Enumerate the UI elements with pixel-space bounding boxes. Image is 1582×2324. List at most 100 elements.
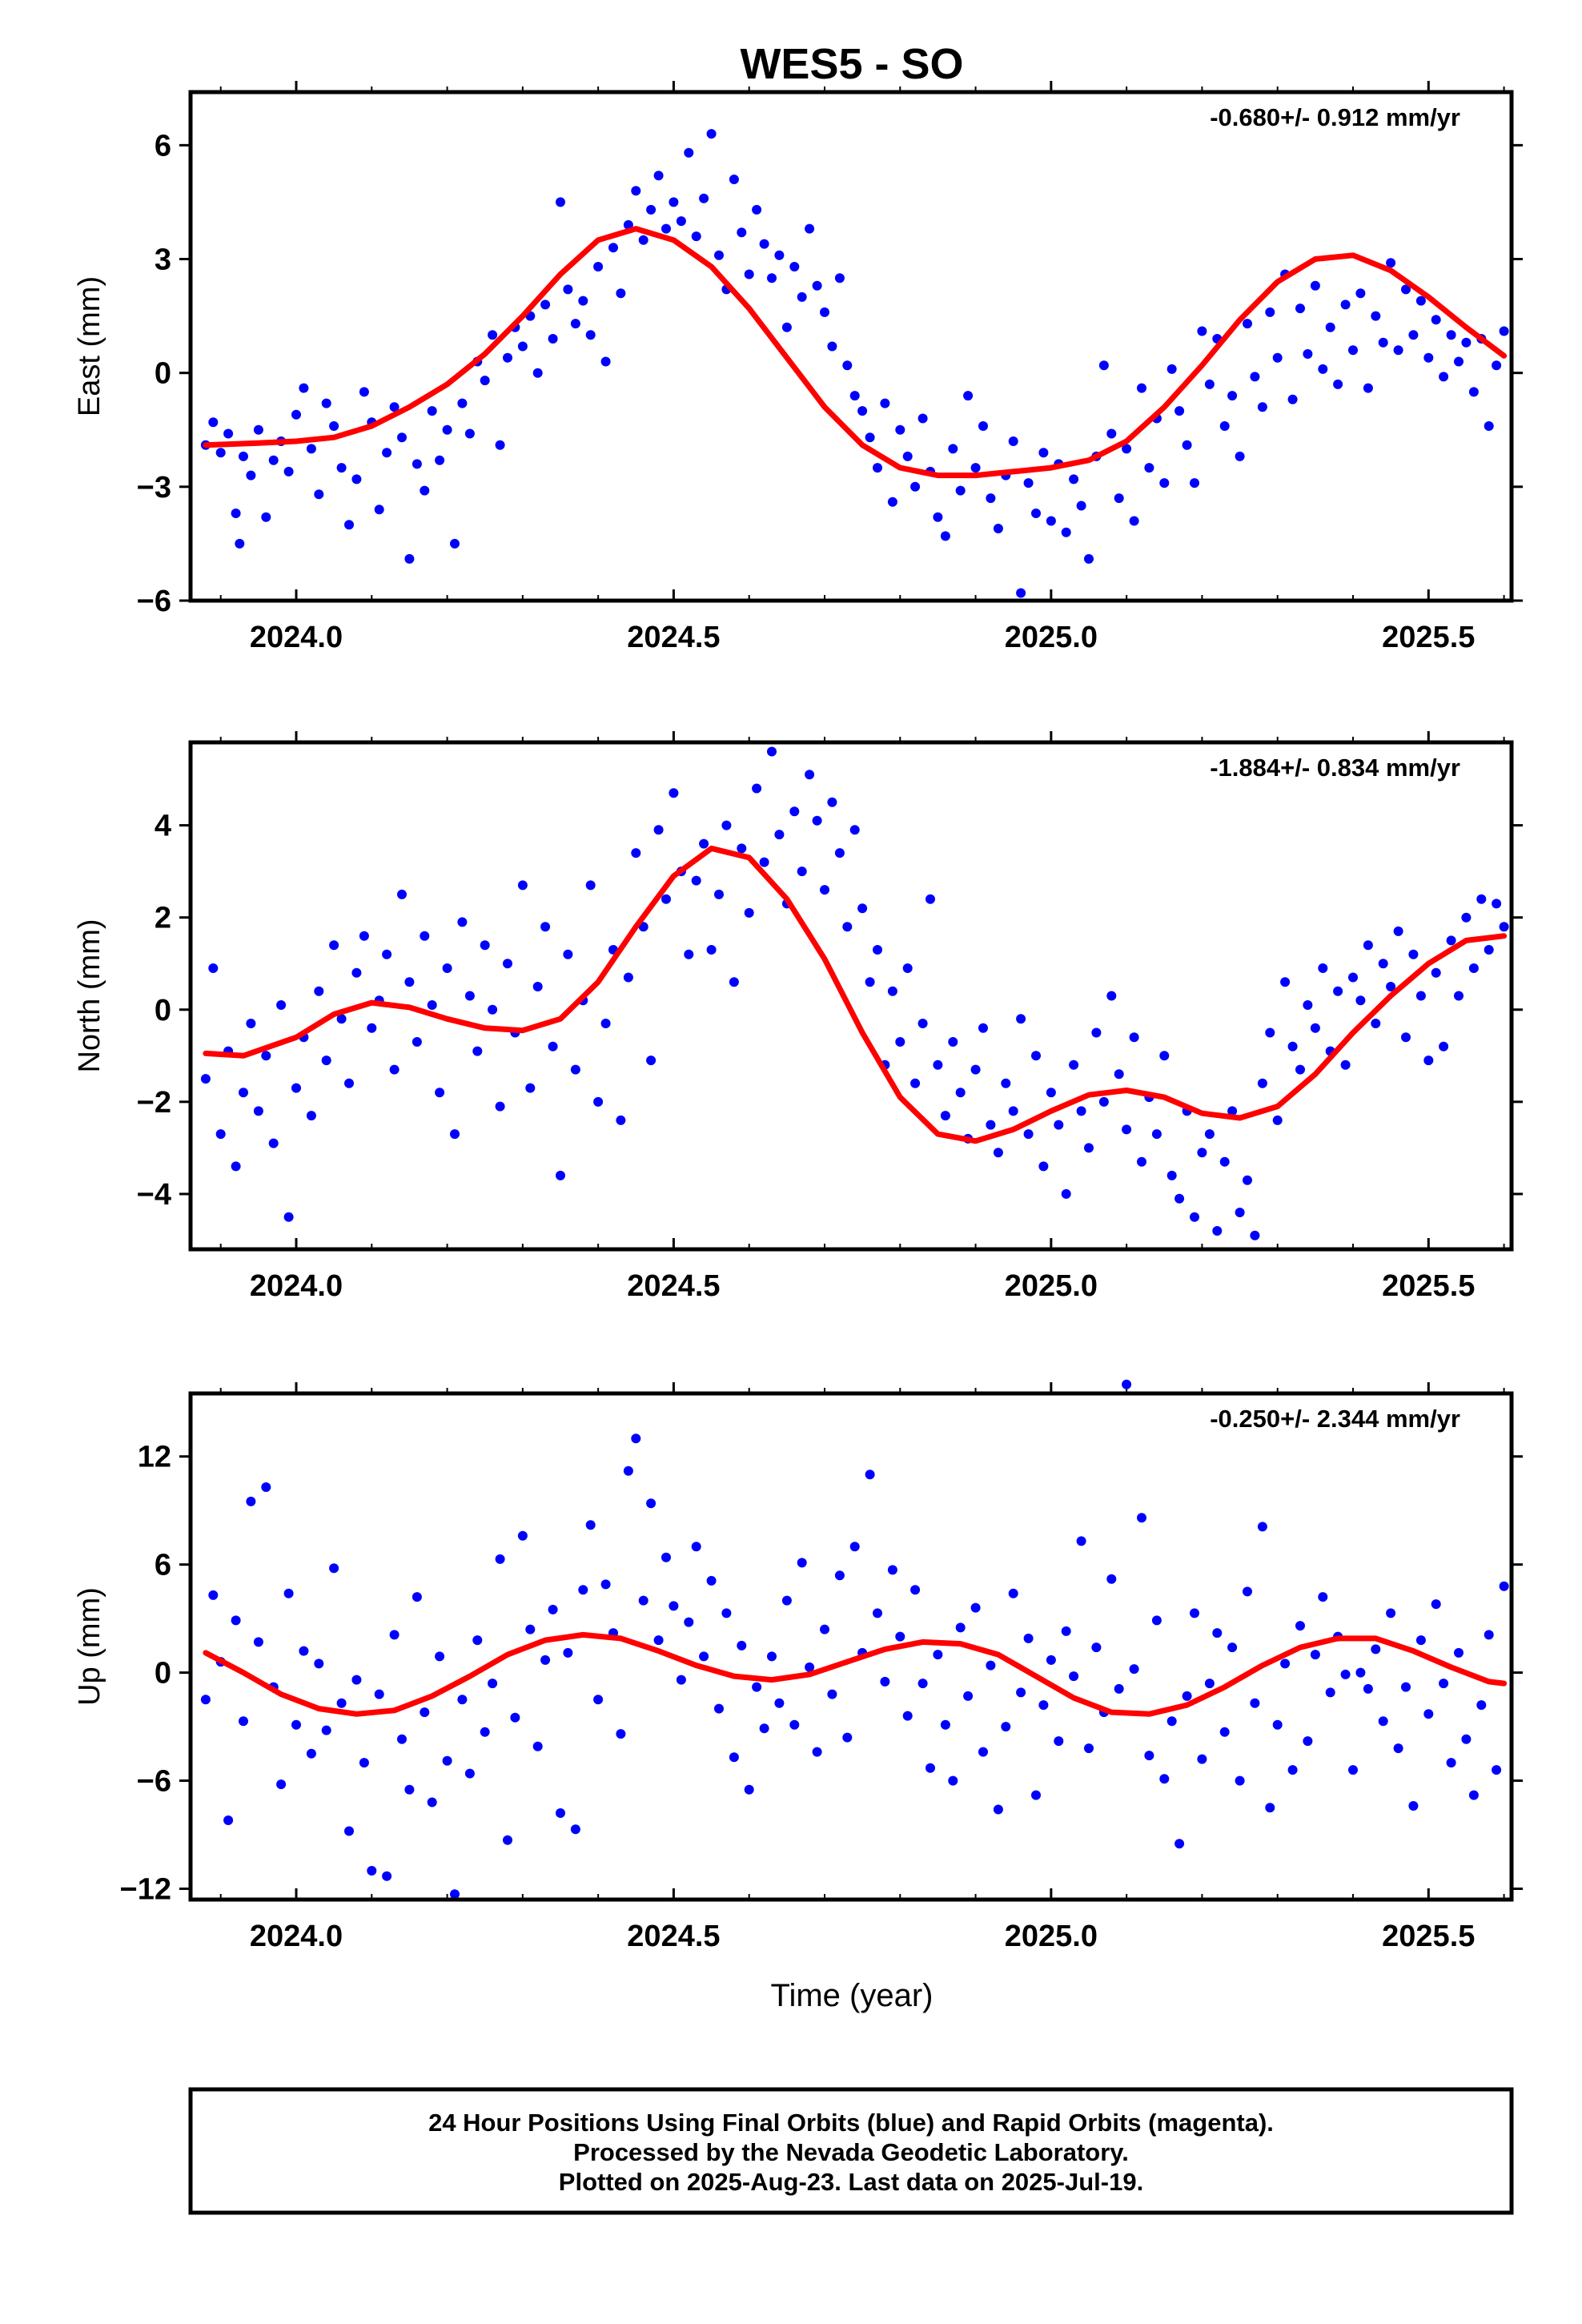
up-data-point (1250, 1698, 1260, 1708)
north-data-point (1023, 1129, 1034, 1140)
up-data-point (344, 1826, 354, 1836)
north-data-point (993, 1148, 1003, 1158)
east-plot-frame (188, 90, 1514, 603)
north-data-point (404, 977, 415, 987)
up-data-point (1001, 1722, 1011, 1732)
up-data-point (585, 1520, 596, 1530)
east-data-point (774, 250, 785, 260)
east-data-point (344, 520, 354, 530)
east-data-point (532, 368, 543, 378)
footer-line-2: Processed by the Nevada Geodetic Laborat… (573, 2138, 1129, 2166)
up-data-point (1318, 1592, 1328, 1602)
up-data-point (774, 1698, 785, 1708)
north-x-tick-label: 2024.0 (250, 1269, 343, 1303)
up-data-point (299, 1646, 309, 1656)
east-x-tick-label: 2025.5 (1382, 621, 1475, 654)
up-rate-annotation: -0.250+/- 2.344 mm/yr (1210, 1405, 1460, 1433)
north-data-point (200, 1074, 211, 1084)
up-data-point (638, 1595, 648, 1606)
up-data-point (329, 1563, 339, 1574)
east-y-tick-label: −6 (137, 585, 171, 618)
north-data-point (631, 848, 641, 858)
east-data-point (805, 223, 815, 234)
up-data-point (744, 1784, 754, 1795)
up-data-point (1235, 1775, 1245, 1786)
north-data-point (397, 889, 407, 899)
up-data-point (1393, 1743, 1403, 1754)
up-data-point (940, 1719, 950, 1730)
east-data-point (1340, 300, 1351, 310)
up-data-point (699, 1651, 709, 1662)
up-data-point (246, 1496, 256, 1506)
up-data-point (1431, 1599, 1441, 1610)
up-data-point (865, 1470, 875, 1480)
north-data-point (1439, 1041, 1449, 1051)
north-data-point (744, 907, 754, 918)
east-data-point (646, 204, 656, 215)
up-data-point (1008, 1588, 1018, 1598)
up-y-tick-label: 0 (155, 1657, 171, 1691)
up-data-point (849, 1542, 860, 1552)
north-data-point (321, 1055, 331, 1066)
east-data-point (699, 193, 709, 203)
up-data-point (926, 1763, 935, 1773)
east-data-point (1295, 304, 1305, 314)
north-data-point (970, 1064, 981, 1075)
up-data-point (737, 1640, 747, 1651)
north-data-point (669, 788, 679, 798)
up-data-point (910, 1585, 921, 1595)
up-data-point (1204, 1679, 1215, 1689)
up-data-point (200, 1695, 211, 1705)
up-data-point (548, 1604, 558, 1614)
north-data-point (427, 1000, 437, 1010)
east-data-point (669, 197, 679, 207)
north-data-point (1340, 1059, 1351, 1070)
north-data-point (1031, 1051, 1041, 1061)
north-data-point (729, 977, 739, 987)
east-data-point (495, 440, 505, 450)
east-data-point (1325, 322, 1335, 332)
north-data-point (1446, 935, 1456, 946)
north-data-point (1476, 894, 1487, 904)
east-data-point (1393, 345, 1403, 356)
north-data-point (488, 1004, 498, 1015)
north-x-tick-label: 2025.0 (1005, 1269, 1098, 1303)
up-data-point (374, 1689, 384, 1699)
north-data-point (563, 949, 573, 959)
north-data-point (1272, 1115, 1283, 1125)
up-data-point (570, 1824, 580, 1835)
east-data-point (1386, 258, 1396, 268)
east-data-point (570, 319, 580, 329)
up-data-point (464, 1768, 475, 1779)
east-data-point (767, 273, 777, 283)
up-data-point (902, 1711, 913, 1721)
north-data-point (1431, 967, 1441, 978)
up-data-point (1295, 1621, 1305, 1631)
north-data-point (556, 1170, 565, 1180)
north-data-point (215, 1129, 226, 1140)
east-x-tick-label: 2025.0 (1005, 621, 1098, 654)
east-data-point (1461, 337, 1472, 348)
north-data-point (986, 1120, 996, 1130)
up-data-point (525, 1624, 536, 1634)
up-data-point (1272, 1719, 1283, 1730)
north-data-point (1280, 977, 1291, 987)
up-data-point (556, 1808, 565, 1818)
north-data-point (351, 967, 362, 978)
up-data-point (895, 1631, 905, 1642)
up-y-tick-label: 6 (155, 1549, 171, 1582)
up-data-point (1265, 1803, 1275, 1813)
up-data-point (1190, 1608, 1199, 1618)
north-x-tick-label: 2024.5 (627, 1269, 720, 1303)
north-data-point (873, 945, 882, 955)
north-data-point (1333, 986, 1343, 996)
north-data-point (1492, 899, 1502, 909)
up-data-point (1303, 1736, 1313, 1747)
up-panel: 2024.0 2024.5 2025.0 2025.5 −12 −6 0 6 12 Up (mm)… (73, 1379, 1523, 1953)
up-data-point (1137, 1513, 1146, 1523)
east-data-point (1454, 356, 1464, 367)
up-data-point (336, 1698, 347, 1708)
up-data-point (1484, 1630, 1494, 1640)
north-data-point (239, 1088, 248, 1098)
up-data-point (1122, 1379, 1132, 1389)
